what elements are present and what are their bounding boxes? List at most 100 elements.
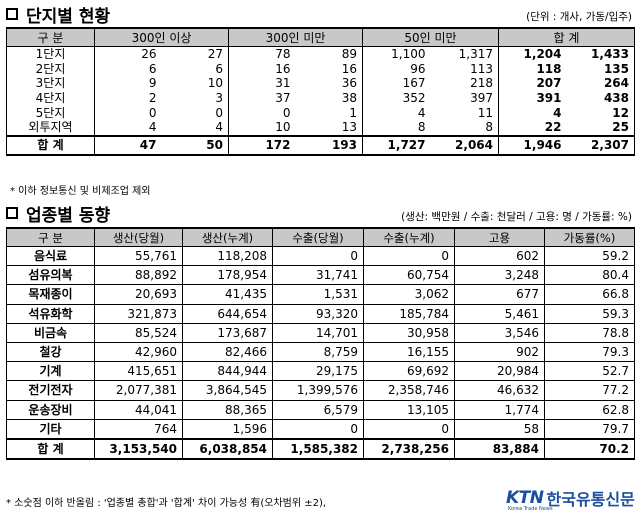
table-cell: 83,884: [454, 437, 545, 461]
table-cell: 8,759: [272, 341, 364, 363]
table-cell: 3,153,540: [94, 437, 183, 461]
table-cell: 1,399,576: [272, 380, 364, 401]
table-cell: 42,960: [94, 341, 183, 363]
table-cell: 2,064: [430, 134, 499, 156]
row-label: 전기전자: [6, 380, 95, 401]
row-label: 섬유의복: [6, 265, 95, 286]
col-header: 50인 미만: [362, 27, 499, 47]
table-row: 3단지 9 10 31 36 167 218 207 264: [6, 76, 635, 91]
table-cell: 1,204: [498, 46, 567, 62]
logo-brand: KTN: [506, 488, 544, 508]
table-cell: 79.7: [544, 418, 635, 440]
table-cell: 4: [498, 105, 567, 120]
table-cell: 2,077,381: [94, 380, 183, 401]
row-label: 1단지: [6, 46, 95, 62]
table-cell: 113: [430, 61, 499, 77]
table-cell: 31: [228, 76, 296, 91]
table-cell: 644,654: [182, 303, 273, 324]
table-cell: 3,248: [454, 265, 545, 286]
table-cell: 96: [362, 61, 431, 77]
table-cell: 59.2: [544, 245, 635, 267]
col-header: 생산(누계): [182, 227, 273, 247]
section1-unit: (단위 : 개사, 가동/입주): [526, 11, 632, 23]
table-cell: 46,632: [454, 380, 545, 401]
table-cell: 321,873: [94, 303, 183, 324]
table-cell: 135: [566, 61, 635, 77]
table-cell: 13,105: [363, 399, 455, 420]
table-cell: 1,946: [498, 134, 567, 156]
table-cell: 415,651: [94, 361, 183, 382]
table-cell: 59.3: [544, 303, 635, 324]
row-label: 철강: [6, 341, 95, 363]
table-row: 5단지 0 0 0 1 4 11 4 12: [6, 105, 635, 120]
table-cell: 10: [228, 119, 296, 136]
table-cell: 6,579: [272, 399, 364, 420]
table-cell: 55,761: [94, 245, 183, 267]
total-row: 합 계 3,153,540 6,038,854 1,585,382 2,738,256 8…: [6, 437, 635, 461]
table-cell: 79.3: [544, 341, 635, 363]
table-row: 전기전자 2,077,381 3,864,545 1,399,576 2,358,746…: [6, 380, 635, 401]
table-cell: 1,531: [272, 284, 364, 305]
table-cell: 167: [362, 76, 431, 91]
col-header: 생산(당월): [94, 227, 183, 247]
section1-title: 단지별 현황: [6, 2, 110, 27]
table-cell: 85,524: [94, 322, 183, 343]
table-row: 4단지 2 3 37 38 352 397 391 438: [6, 90, 635, 106]
table-cell: 93,320: [272, 303, 364, 324]
table-cell: 88,892: [94, 265, 183, 286]
checkbox-square-icon: [6, 8, 18, 20]
row-label: 3단지: [6, 76, 95, 91]
table-cell: 264: [566, 76, 635, 91]
table-cell: 1,774: [454, 399, 545, 420]
table-cell: 1,727: [362, 134, 431, 156]
table-cell: 178,954: [182, 265, 273, 286]
table-cell: 27: [161, 46, 229, 62]
table-cell: 69,692: [363, 361, 455, 382]
logo-name: 한국유통신문: [546, 490, 635, 509]
table-cell: 193: [295, 134, 363, 156]
table-row: 1단지 26 27 78 89 1,100 1,317 1,204 1,433: [6, 46, 635, 62]
table-row: 섬유의복 88,892 178,954 31,741 60,754 3,248 80.4: [6, 265, 635, 286]
table-cell: 88,365: [182, 399, 273, 420]
col-header: 구 분: [6, 227, 95, 247]
table-cell: 207: [498, 76, 567, 91]
table-cell: 14,701: [272, 322, 364, 343]
section1-note: * 이하 정보통신 및 비제조업 제외: [10, 186, 151, 197]
table-cell: 218: [430, 76, 499, 91]
table-cell: 391: [498, 90, 567, 106]
col-header: 수출(누계): [363, 227, 455, 247]
table-cell: 4: [161, 119, 229, 136]
table-cell: 4: [362, 105, 431, 120]
row-label: 기타: [6, 418, 95, 440]
row-label: 석유화학: [6, 303, 95, 324]
table-cell: 30,958: [363, 322, 455, 343]
table-cell: 78: [228, 46, 296, 62]
table-row: 기타 764 1,596 0 0 58 79.7: [6, 418, 635, 440]
table-row: 음식료 55,761 118,208 0 0 602 59.2: [6, 245, 635, 267]
table-cell: 1,596: [182, 418, 273, 440]
row-label: 4단지: [6, 90, 95, 106]
table-cell: 1,433: [566, 46, 635, 62]
table-cell: 3,546: [454, 322, 545, 343]
table-cell: 60,754: [363, 265, 455, 286]
table-row: 석유화학 321,873 644,654 93,320 185,784 5,461 59.3: [6, 303, 635, 324]
table-cell: 20,693: [94, 284, 183, 305]
table-cell: 16: [228, 61, 296, 77]
table-cell: 29,175: [272, 361, 364, 382]
row-label: 합 계: [6, 134, 95, 156]
table-cell: 16: [295, 61, 363, 77]
checkbox-square-icon: [6, 207, 18, 219]
table-cell: 0: [272, 418, 364, 440]
table-cell: 764: [94, 418, 183, 440]
table-cell: 13: [295, 119, 363, 136]
table-cell: 438: [566, 90, 635, 106]
table-cell: 0: [228, 105, 296, 120]
col-header: 합 계: [498, 27, 635, 47]
table-cell: 1,585,382: [272, 437, 364, 461]
row-label: 기계: [6, 361, 95, 382]
table-cell: 66.8: [544, 284, 635, 305]
table-cell: 352: [362, 90, 431, 106]
table-cell: 78.8: [544, 322, 635, 343]
table-cell: 12: [566, 105, 635, 120]
table-cell: 677: [454, 284, 545, 305]
